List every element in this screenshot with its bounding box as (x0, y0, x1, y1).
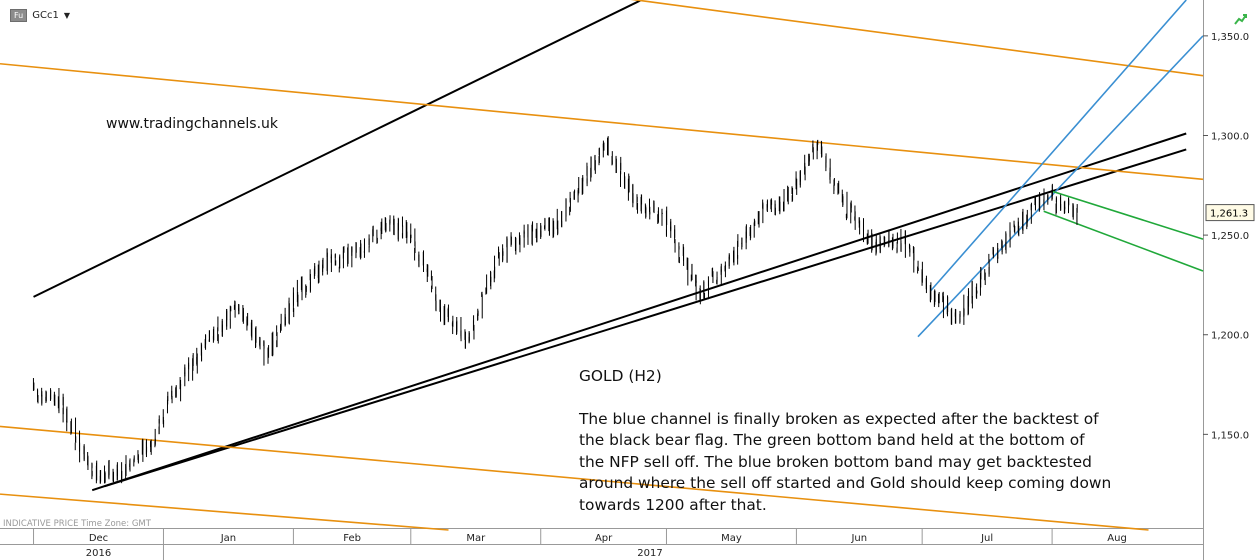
annotation-title: GOLD (H2) (579, 366, 662, 385)
indicative-price-note: INDICATIVE PRICE Time Zone: GMT (3, 519, 151, 529)
y-tick-label-1150: 1,150.0 (1211, 430, 1249, 441)
trendline-blue-7 (929, 0, 1187, 292)
trendline-orange-3 (0, 62, 1204, 181)
instrument-symbol: GCc1 (32, 10, 59, 21)
trendline-black-1 (91, 132, 1187, 492)
x-tick-label-Aug: Aug (1107, 533, 1127, 544)
trendline-black-0 (33, 0, 642, 298)
trendline-blue-8 (917, 35, 1204, 338)
exchange-badge: Fu (10, 9, 28, 22)
y-tick-label-1250: 1,250.0 (1211, 231, 1249, 242)
chevron-down-icon[interactable]: ▼ (63, 11, 70, 20)
trendline-orange-5 (0, 425, 1149, 531)
year-label-2016: 2016 (86, 548, 111, 559)
x-tick-label-Jan: Jan (220, 533, 236, 544)
x-tick-label-Feb: Feb (343, 533, 361, 544)
annotation-body: The blue channel is finally broken as ex… (579, 409, 1112, 514)
x-tick-label-May: May (721, 533, 742, 544)
last-price-box (1205, 204, 1255, 222)
last-price-label: 1,261.3 (1210, 209, 1248, 220)
y-tick-label-1300: 1,300.0 (1211, 131, 1249, 142)
x-tick-label-Dec: Dec (89, 533, 108, 544)
x-tick-label-Jun: Jun (850, 533, 867, 544)
trendline-green-10 (1043, 210, 1204, 272)
price-axis-panel (1203, 0, 1255, 560)
instrument-header[interactable]: Fu GCc1 ▼ (10, 9, 70, 22)
x-tick-label-Apr: Apr (595, 533, 613, 544)
website-watermark: www.tradingchannels.uk (106, 116, 278, 132)
trendline-orange-4 (630, 0, 1204, 77)
y-tick-label-1350: 1,350.0 (1211, 32, 1249, 43)
chart-annotation: GOLD (H2) The blue channel is finally br… (579, 344, 1159, 516)
x-tick-label-Mar: Mar (466, 533, 486, 544)
y-tick-label-1200: 1,200.0 (1211, 331, 1249, 342)
trend-up-icon[interactable] (1234, 12, 1248, 26)
year-label-2017: 2017 (637, 548, 662, 559)
trendline-green-9 (1051, 190, 1204, 240)
x-tick-label-Jul: Jul (980, 533, 993, 544)
trendline-orange-6 (0, 493, 449, 531)
